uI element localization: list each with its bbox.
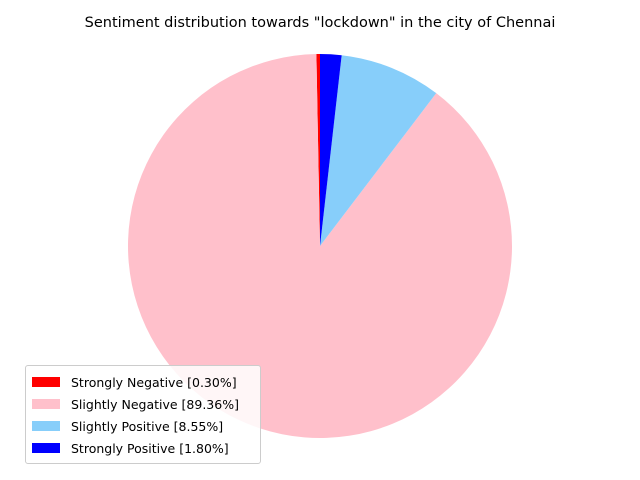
slice-strongly-negative <box>316 54 320 246</box>
legend-entry-strongly-positive: Strongly Positive [1.80%] <box>32 437 252 459</box>
legend-label: Strongly Positive [1.80%] <box>71 440 229 456</box>
chart-title: Sentiment distribution towards "lockdown… <box>85 15 556 31</box>
legend-swatch <box>32 443 60 453</box>
slice-slightly-negative <box>128 54 513 438</box>
pie-slices <box>128 54 513 438</box>
legend-label: Slightly Positive [8.55%] <box>71 418 224 434</box>
legend-entry-slightly-positive: Slightly Positive [8.55%] <box>32 415 252 437</box>
legend-entry-strongly-negative: Strongly Negative [0.30%] <box>32 371 252 393</box>
legend-entry-slightly-negative: Slightly Negative [89.36%] <box>32 393 252 415</box>
legend-swatch <box>32 399 60 409</box>
legend-label: Slightly Negative [89.36%] <box>71 396 239 412</box>
slice-slightly-positive <box>320 55 437 247</box>
legend-label: Strongly Negative [0.30%] <box>71 374 237 390</box>
slice-strongly-positive <box>320 54 342 246</box>
legend-swatch <box>32 377 60 387</box>
legend-swatch <box>32 421 60 431</box>
legend: Strongly Negative [0.30%] Slightly Negat… <box>25 365 261 464</box>
